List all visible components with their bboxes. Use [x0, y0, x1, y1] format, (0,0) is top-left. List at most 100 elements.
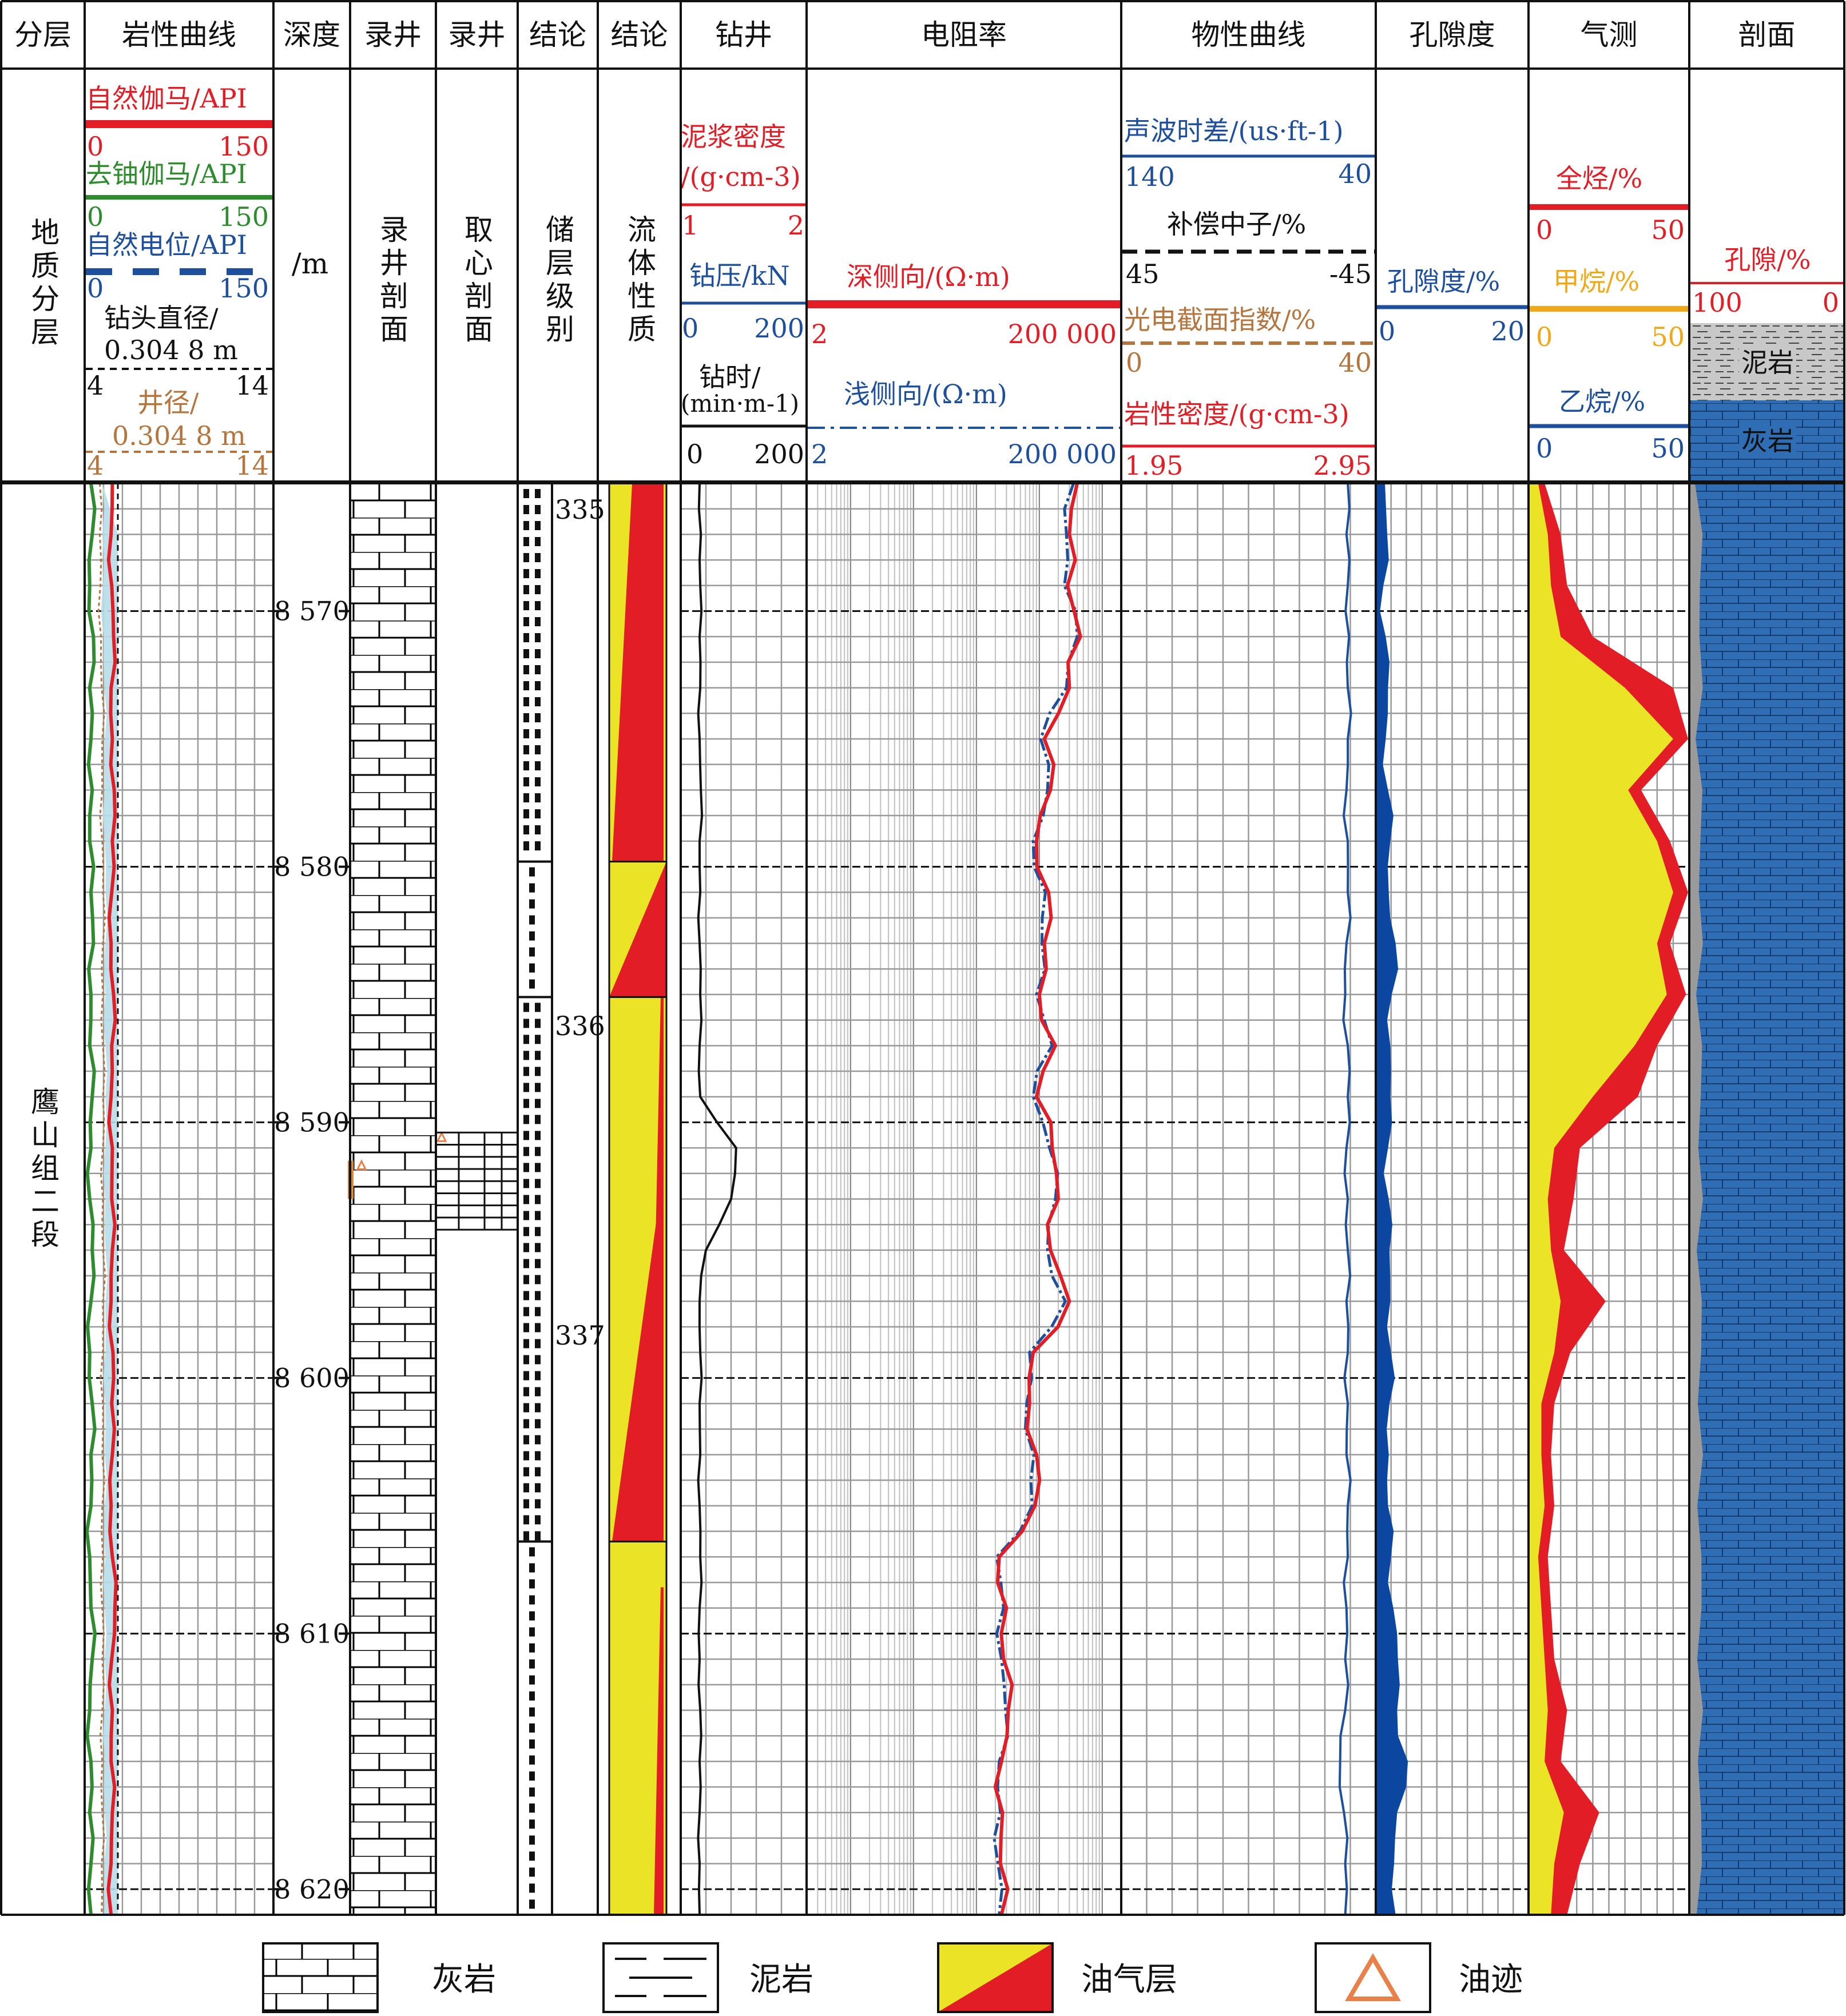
bit-size-max: 14	[235, 370, 269, 401]
reservoir-dash	[523, 1179, 529, 1188]
deep-lateral-max: 200 000	[1008, 319, 1117, 349]
sonic-max: 40	[1338, 158, 1372, 189]
profile-limestone	[1690, 483, 1844, 1915]
fluid-red-wedge	[612, 1168, 664, 1542]
methane-max: 50	[1651, 321, 1685, 352]
reservoir-dash	[529, 963, 535, 973]
reservoir-dash	[523, 1451, 529, 1461]
profile-porosity-label: 孔隙/%	[1724, 244, 1811, 275]
reservoir-dash	[523, 1083, 529, 1092]
reservoir-dash	[529, 947, 535, 957]
sp-min: 0	[87, 273, 104, 304]
reservoir-dash	[535, 1387, 541, 1397]
column-title-gas: 气测	[1581, 18, 1638, 51]
oil-trace-icon	[436, 1131, 447, 1142]
shallow-lateral-min: 2	[811, 439, 828, 470]
legend-mudstone: 泥岩	[602, 1942, 813, 2013]
reservoir-dash	[535, 1307, 541, 1317]
reservoir-dash	[523, 1467, 529, 1477]
gamma-min: 0	[87, 131, 104, 162]
reservoir-dash	[535, 537, 541, 546]
reservoir-dash	[535, 1147, 541, 1156]
shallow-lateral-label: 浅侧向/(Ω·m)	[844, 379, 1007, 409]
reservoir-dash	[529, 1819, 535, 1829]
reservoir-dash	[529, 883, 535, 893]
legend-limestone-label: 灰岩	[432, 1961, 496, 1998]
reservoir-dash	[535, 761, 541, 770]
strat-header-text: 地质分层	[26, 217, 59, 350]
reservoir-dash	[535, 1499, 541, 1509]
rop-label-line1: 钻时/	[699, 361, 761, 392]
reservoir-dash	[529, 1803, 535, 1813]
profile-porosity-max: 0	[1823, 287, 1839, 318]
reservoir-dash	[529, 1675, 535, 1685]
profile-porosity-min: 100	[1692, 287, 1742, 318]
reservoir-dash	[523, 1003, 529, 1012]
column-title-mudlog: 录井	[364, 18, 422, 51]
reservoir-dash	[529, 899, 535, 909]
reservoir-dash	[529, 915, 535, 925]
reservoir-dash	[529, 1771, 535, 1781]
reservoir-dash	[523, 1051, 529, 1060]
reservoir-dash	[523, 585, 529, 594]
reservoir-dash	[523, 569, 529, 578]
fluid-red-wedge	[612, 483, 664, 862]
column-title-porosity: 孔隙度	[1410, 18, 1495, 51]
reservoir-dash	[535, 1115, 541, 1124]
reservoir-dash	[529, 1659, 535, 1669]
reservoir-dash	[523, 1067, 529, 1076]
reservoir-dash	[523, 1515, 529, 1525]
reservoir-dash	[535, 1515, 541, 1525]
caliper-label-line2: 0.304 8 m	[112, 420, 246, 451]
reservoir-dash	[523, 1211, 529, 1220]
wob-min: 0	[682, 313, 698, 344]
reservoir-dash	[529, 1547, 535, 1557]
reservoir-dash	[535, 793, 541, 802]
reservoir-dash	[523, 793, 529, 802]
reservoir-dash	[523, 809, 529, 818]
reservoir-dash	[529, 1835, 535, 1845]
reservoir-dash	[529, 1739, 535, 1749]
reservoir-dash	[535, 1003, 541, 1012]
reservoir-dash	[529, 1595, 535, 1605]
reservoir-dash	[535, 1467, 541, 1477]
reservoir-dash	[535, 1179, 541, 1188]
reservoir-dash	[535, 1339, 541, 1349]
column-title-strat: 分层	[14, 18, 72, 51]
reservoir-dash	[535, 1275, 541, 1285]
reservoir-dash	[535, 1371, 541, 1381]
resistivity-hgrid	[807, 508, 1121, 1890]
oil-trace-icon	[356, 1159, 367, 1170]
reservoir-dash	[529, 1611, 535, 1621]
reservoir-dash	[523, 1243, 529, 1252]
reservoir-dash	[523, 1435, 529, 1445]
reservoir-dash	[535, 601, 541, 610]
reservoir-dash	[529, 1627, 535, 1637]
reservoir-dash	[535, 697, 541, 706]
porosity-label: 孔隙度/%	[1387, 266, 1500, 297]
formation-label: 鹰山组二段	[26, 1087, 59, 1252]
reservoir-dash	[523, 1323, 529, 1333]
reservoir-dash	[535, 729, 541, 738]
reservoir-dash	[523, 1163, 529, 1172]
neutron-min: 45	[1126, 259, 1160, 289]
column-title-resistivity: 电阻率	[921, 18, 1007, 51]
reservoir-dash	[523, 1499, 529, 1509]
reservoir-dash	[529, 1787, 535, 1797]
uranium-free-gamma-label: 去铀伽马/API	[86, 158, 247, 189]
physical-hgrid	[1121, 508, 1376, 1890]
reservoir-dash	[523, 617, 529, 626]
reservoir-dash	[535, 1211, 541, 1220]
reservoir-dash	[529, 1691, 535, 1701]
mudlog-limestone-pattern	[350, 483, 436, 1915]
reservoir-dash	[529, 1563, 535, 1573]
reservoir-dash	[523, 1115, 529, 1124]
neutron-label: 补偿中子/%	[1167, 209, 1306, 240]
porosity-hgrid	[1376, 508, 1529, 1890]
bit-size-min: 4	[87, 370, 104, 401]
reservoir-dash	[523, 665, 529, 674]
reservoir-dash	[529, 1899, 535, 1909]
reservoir-dash	[523, 1531, 529, 1541]
caliper-curve	[97, 483, 106, 1915]
density-min: 1.95	[1125, 450, 1183, 481]
